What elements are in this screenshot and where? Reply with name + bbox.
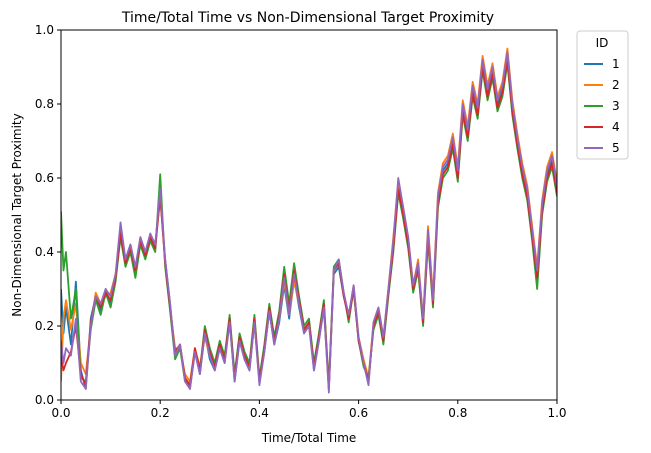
series-line-1: [61, 55, 557, 390]
plot-frame: [60, 29, 558, 401]
x-tick-label: 0.8: [448, 406, 467, 420]
legend-label-5: 5: [612, 141, 620, 155]
x-tick-label: 0.2: [151, 406, 170, 420]
y-tick-label: 0.8: [35, 97, 54, 111]
legend-label-2: 2: [612, 78, 620, 92]
y-tick-label: 0.6: [35, 171, 54, 185]
legend-label-3: 3: [612, 99, 620, 113]
legend-label-4: 4: [612, 120, 620, 134]
legend-frame: [576, 30, 629, 160]
y-tick-label: 1.0: [35, 23, 54, 37]
y-tick-label: 0.0: [35, 393, 54, 407]
legend-label-1: 1: [612, 57, 620, 71]
series-layer: [61, 47, 557, 394]
series-line-5: [61, 51, 557, 394]
x-tick-label: 1.0: [547, 406, 566, 420]
x-axis-title: Time/Total Time: [261, 431, 357, 445]
y-axis: 0.0 0.2 0.4 0.6 0.8 1.0: [35, 23, 61, 407]
legend-title: ID: [596, 36, 609, 50]
y-tick-label: 0.2: [35, 319, 54, 333]
legend: ID 1 2 3 4 5: [576, 30, 629, 160]
series-line-3: [61, 62, 557, 387]
y-tick-label: 0.4: [35, 245, 54, 259]
series-line-4: [61, 58, 557, 390]
y-axis-title: Non-Dimensional Target Proximity: [10, 113, 24, 316]
series-line-2: [61, 47, 557, 387]
x-tick-label: 0.0: [51, 406, 70, 420]
x-axis: 0.0 0.2 0.4 0.6 0.8 1.0: [51, 400, 567, 420]
x-tick-label: 0.6: [349, 406, 368, 420]
x-tick-label: 0.4: [250, 406, 269, 420]
chart-title: Time/Total Time vs Non-Dimensional Targe…: [121, 10, 494, 26]
